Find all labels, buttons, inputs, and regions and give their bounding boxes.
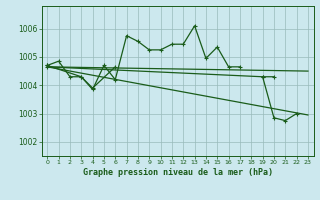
X-axis label: Graphe pression niveau de la mer (hPa): Graphe pression niveau de la mer (hPa)	[83, 168, 273, 177]
